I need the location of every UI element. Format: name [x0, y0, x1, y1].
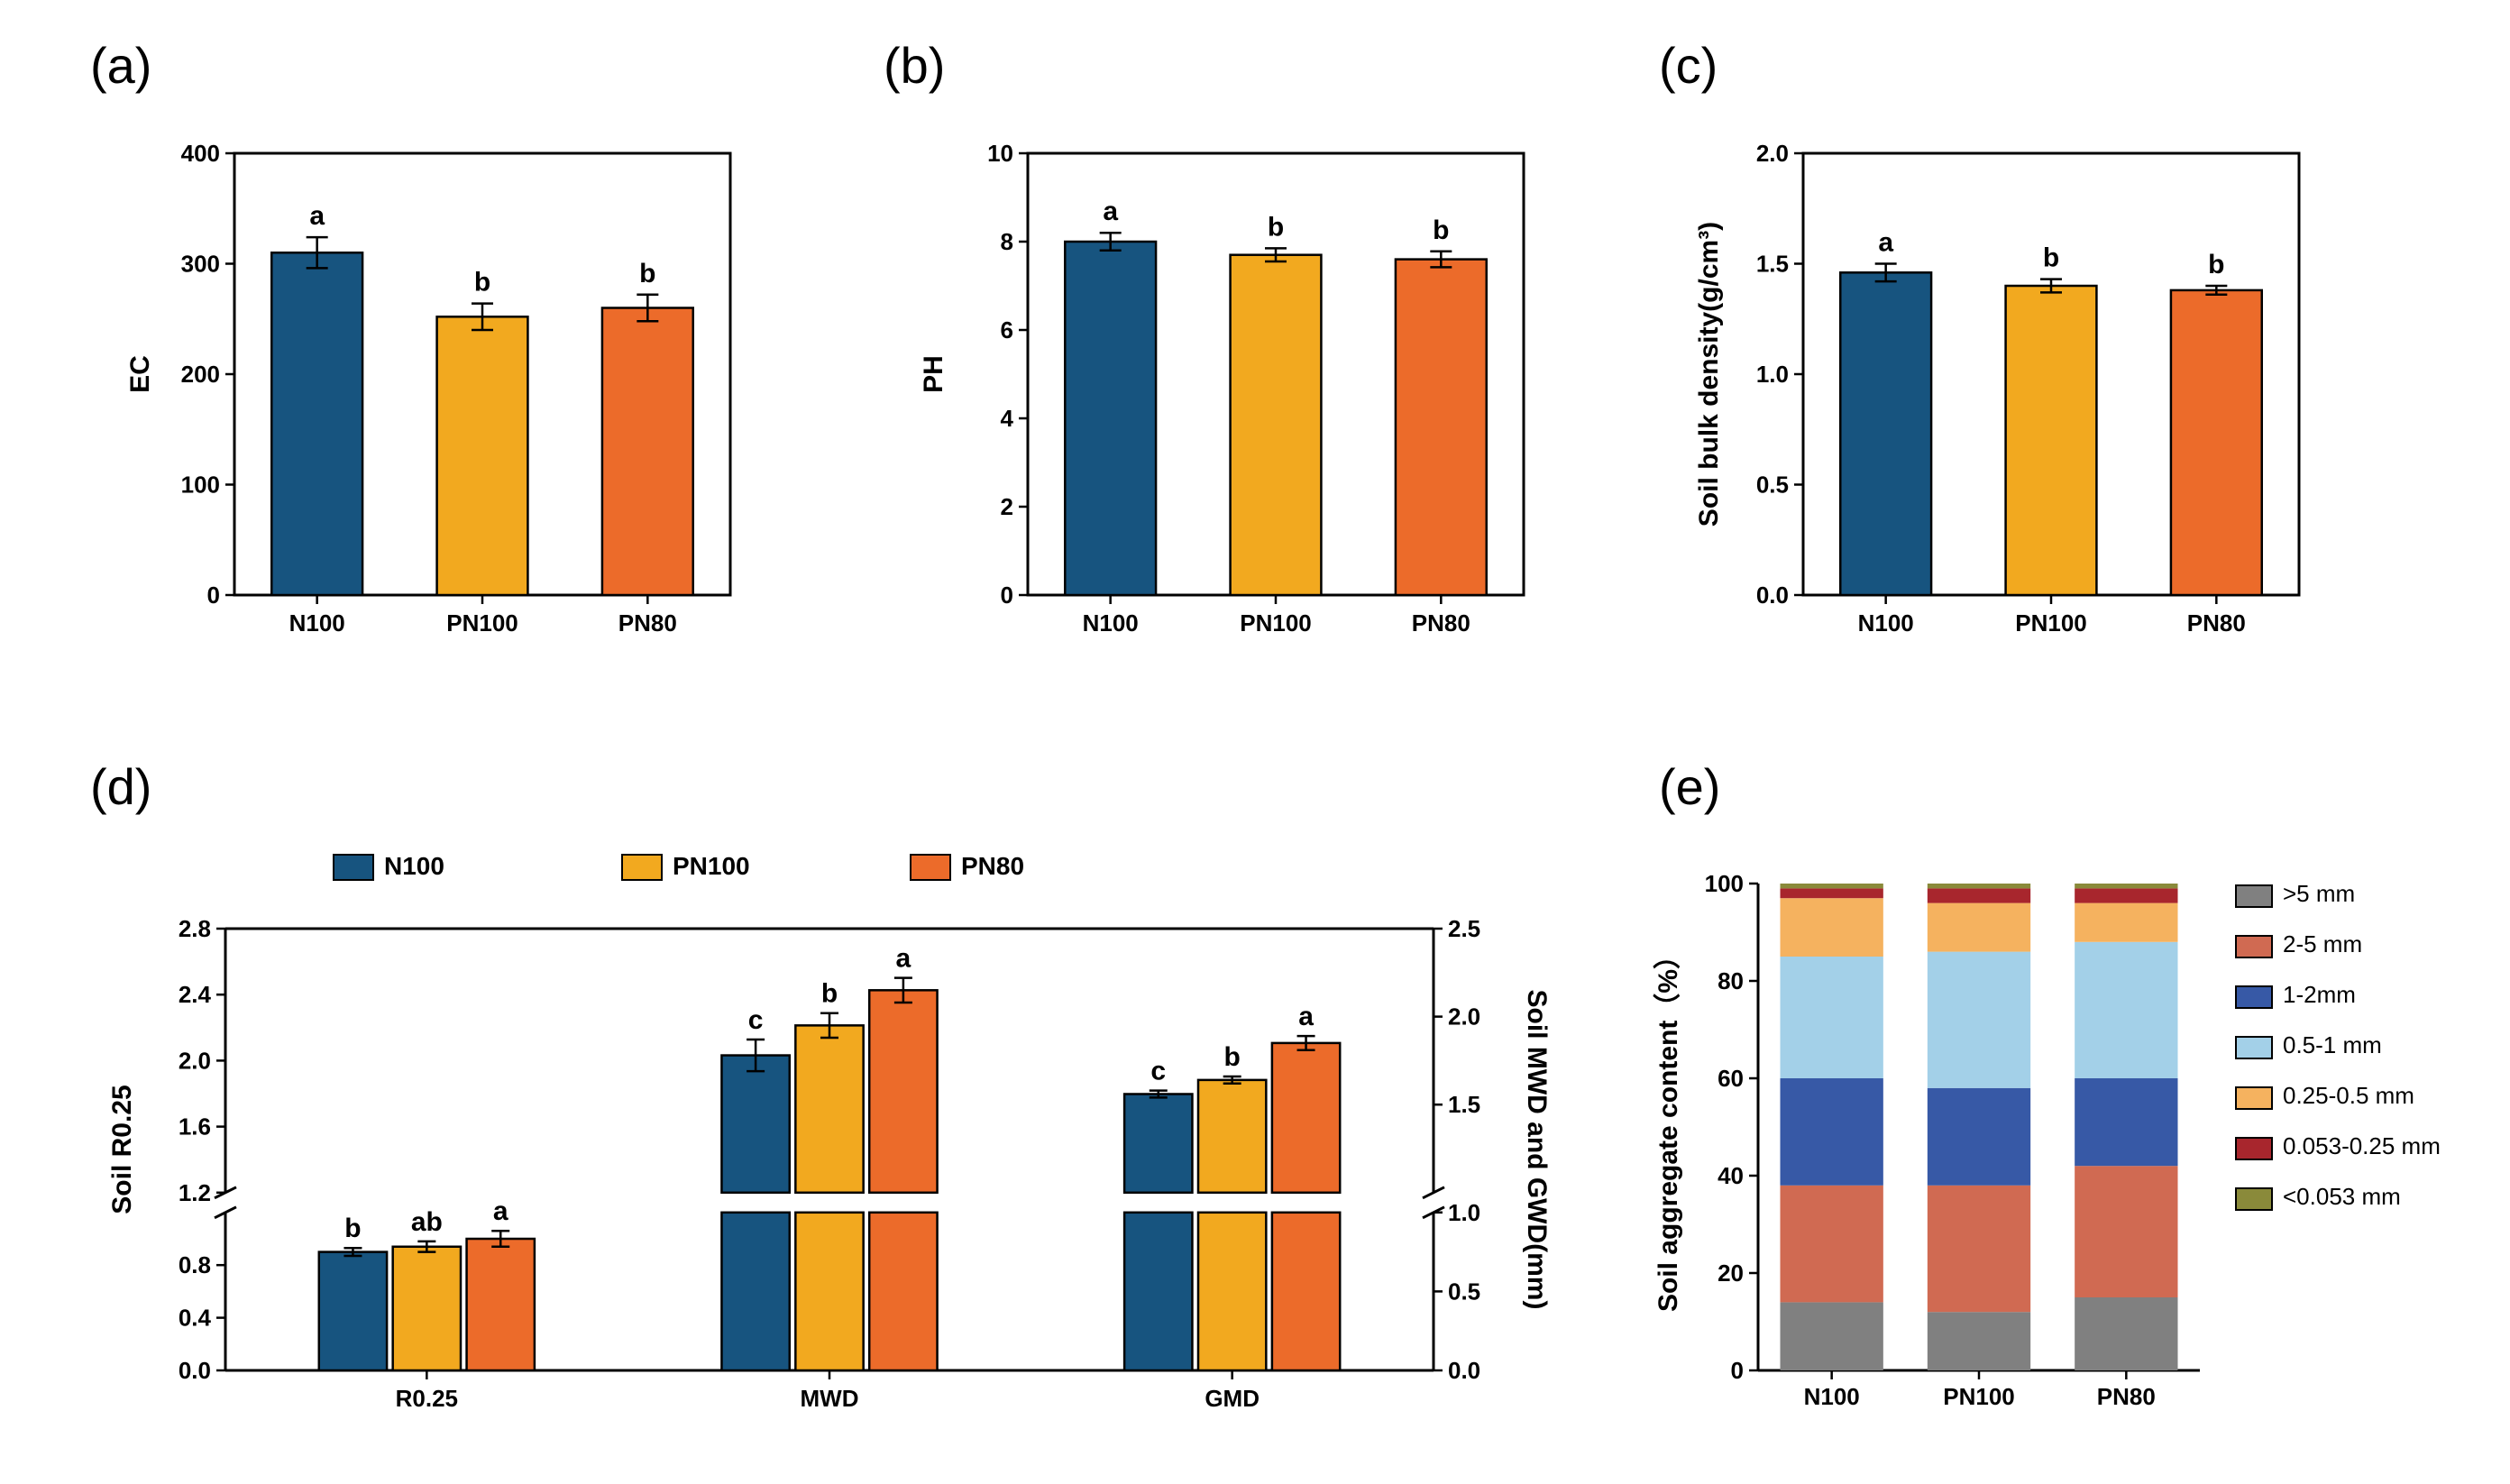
svg-text:2.5: 2.5 — [1448, 915, 1480, 942]
svg-text:4: 4 — [1001, 405, 1014, 432]
svg-text:R0.25: R0.25 — [396, 1385, 458, 1412]
svg-text:0.0: 0.0 — [1448, 1357, 1480, 1384]
svg-text:60: 60 — [1718, 1065, 1744, 1092]
svg-text:PN80: PN80 — [618, 609, 677, 637]
svg-text:0.8: 0.8 — [179, 1251, 211, 1278]
svg-text:2.4: 2.4 — [179, 981, 212, 1008]
svg-text:80: 80 — [1718, 967, 1744, 994]
svg-text:0.25-0.5 mm: 0.25-0.5 mm — [2283, 1082, 2414, 1109]
svg-text:0: 0 — [1731, 1357, 1744, 1384]
svg-text:0: 0 — [1001, 582, 1013, 609]
svg-text:GMD: GMD — [1205, 1385, 1260, 1412]
svg-text:0.0: 0.0 — [1756, 582, 1789, 609]
svg-text:ab: ab — [411, 1207, 443, 1237]
svg-text:100: 100 — [1705, 870, 1744, 897]
svg-text:PN80: PN80 — [2097, 1383, 2156, 1410]
chart-c: 0.0 0.5 1.0 1.5 2.0 Soil bulk density(g/cm³) a… — [1677, 117, 2326, 676]
svg-text:Soil R0.25: Soil R0.25 — [107, 1085, 137, 1214]
svg-text:400: 400 — [181, 140, 220, 167]
svg-text:PH: PH — [919, 355, 948, 393]
svg-text:0.4: 0.4 — [179, 1305, 212, 1332]
svg-text:1-2mm: 1-2mm — [2283, 981, 2356, 1008]
panel-d-label: (d) — [90, 757, 151, 816]
svg-text:PN100: PN100 — [2015, 609, 2087, 637]
svg-text:a: a — [493, 1196, 508, 1226]
svg-text:PN80: PN80 — [2187, 609, 2246, 637]
svg-text:PN80: PN80 — [1412, 609, 1470, 637]
svg-text:2.0: 2.0 — [1448, 1003, 1480, 1031]
figure-root: (a) (b) (c) (d) (e) 0100200300400ECaN100… — [36, 36, 2470, 1443]
svg-text:a: a — [1298, 1002, 1314, 1031]
svg-text:2-5 mm: 2-5 mm — [2283, 930, 2362, 957]
svg-text:b: b — [639, 259, 655, 289]
svg-text:2: 2 — [1001, 493, 1013, 520]
svg-text:c: c — [1150, 1057, 1166, 1086]
svg-text:0.0: 0.0 — [179, 1357, 211, 1384]
svg-text:1.2: 1.2 — [179, 1179, 211, 1206]
svg-text:2.0: 2.0 — [1756, 140, 1789, 167]
svg-text:a: a — [1103, 197, 1118, 226]
svg-text:a: a — [309, 201, 325, 231]
svg-text:1.6: 1.6 — [179, 1113, 211, 1140]
svg-text:c: c — [748, 1005, 764, 1035]
svg-text:0.5: 0.5 — [1448, 1278, 1480, 1305]
svg-text:20: 20 — [1718, 1260, 1744, 1287]
svg-text:b: b — [1433, 215, 1449, 245]
svg-text:N100: N100 — [1083, 609, 1139, 637]
panel-c-label: (c) — [1659, 36, 1718, 95]
panel-b-label: (b) — [884, 36, 945, 95]
svg-text:b: b — [2043, 243, 2059, 273]
svg-text:b: b — [1268, 212, 1284, 242]
chart-a: 0 100 200 300 400 EC a N100 b PN100 b PN80 — [108, 117, 757, 676]
chart-d: 0.0 0.4 0.8 1.2 1.6 2.0 2.4 2.8 0.0 0.5 1.0 1.5 2.0 2… — [90, 838, 1569, 1434]
svg-text:0: 0 — [207, 582, 220, 609]
svg-text:1.0: 1.0 — [1448, 1199, 1480, 1226]
svg-text:b: b — [474, 268, 490, 298]
svg-text:2.8: 2.8 — [179, 915, 211, 942]
svg-text:N100: N100 — [1804, 1383, 1860, 1410]
svg-text:Soil aggregate content（%）: Soil aggregate content（%） — [1653, 942, 1683, 1312]
svg-text:0.5-1 mm: 0.5-1 mm — [2283, 1031, 2382, 1058]
svg-text:PN100: PN100 — [1943, 1383, 2015, 1410]
svg-text:200: 200 — [181, 361, 220, 388]
svg-text:0.5: 0.5 — [1756, 472, 1789, 499]
svg-text:b: b — [821, 979, 838, 1009]
svg-text:1.0: 1.0 — [1756, 361, 1789, 388]
svg-text:10: 10 — [987, 140, 1013, 167]
svg-text:1.5: 1.5 — [1448, 1091, 1480, 1118]
svg-text:b: b — [344, 1214, 361, 1243]
svg-text:>5 mm: >5 mm — [2283, 880, 2355, 907]
svg-text:N100: N100 — [289, 609, 345, 637]
panel-a-label: (a) — [90, 36, 151, 95]
chart-b: 0 2 4 6 8 10 PH a N100 b PN100 b PN80 — [902, 117, 1551, 676]
svg-text:0.053-0.25 mm: 0.053-0.25 mm — [2283, 1132, 2441, 1159]
svg-text:300: 300 — [181, 251, 220, 278]
svg-text:b: b — [2208, 250, 2224, 279]
svg-text:100: 100 — [181, 472, 220, 499]
svg-text:40: 40 — [1718, 1162, 1744, 1189]
svg-text:PN100: PN100 — [673, 852, 750, 880]
svg-text:<0.053 mm: <0.053 mm — [2283, 1183, 2401, 1210]
svg-text:PN100: PN100 — [446, 609, 518, 637]
svg-text:N100: N100 — [384, 852, 444, 880]
svg-text:2.0: 2.0 — [179, 1047, 211, 1074]
svg-text:Soil bulk density(g/cm³): Soil bulk density(g/cm³) — [1694, 222, 1724, 527]
chart-e: 0 20 40 60 80 100 Soil aggregate content（%） N10… — [1641, 838, 2470, 1434]
svg-text:PN100: PN100 — [1240, 609, 1312, 637]
svg-text:6: 6 — [1001, 316, 1013, 344]
svg-text:EC: EC — [125, 355, 155, 393]
svg-text:Soil MWD and GWD(mm): Soil MWD and GWD(mm) — [1522, 990, 1552, 1310]
svg-text:a: a — [896, 944, 911, 974]
svg-text:1.5: 1.5 — [1756, 251, 1789, 278]
svg-text:MWD: MWD — [801, 1385, 859, 1412]
svg-text:8: 8 — [1001, 228, 1013, 255]
panel-e-label: (e) — [1659, 757, 1720, 816]
svg-text:a: a — [1878, 228, 1893, 258]
svg-text:PN80: PN80 — [961, 852, 1024, 880]
svg-text:N100: N100 — [1858, 609, 1914, 637]
svg-text:b: b — [1224, 1042, 1241, 1072]
